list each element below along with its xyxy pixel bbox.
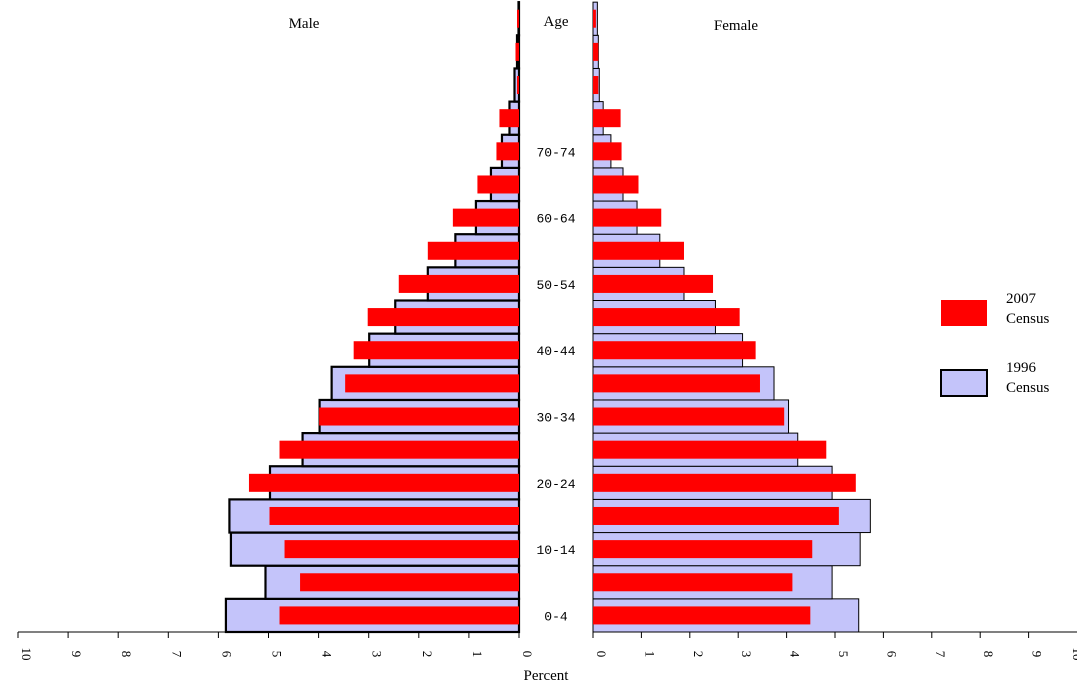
male-tick-label-10: 10 bbox=[19, 648, 34, 661]
female-tick-label-0: 0 bbox=[594, 651, 609, 658]
x-axis-label: Percent bbox=[524, 668, 570, 682]
bar-2007-female-35-39 bbox=[593, 374, 760, 393]
age-label-10-14: 10-14 bbox=[536, 543, 575, 558]
bar-2007-male-20-24 bbox=[248, 473, 519, 492]
female-tick-label-10: 10 bbox=[1070, 648, 1077, 661]
bar-2007-female-20-24 bbox=[593, 473, 856, 492]
male-tick-label-0: 0 bbox=[520, 651, 535, 658]
legend-label-2007-census: Census bbox=[1006, 311, 1050, 327]
bar-2007-female-15-19 bbox=[593, 506, 839, 525]
legend-label-1996-year: 1996 bbox=[1006, 360, 1037, 376]
bar-2007-male-5-9 bbox=[300, 573, 519, 592]
series-1996-bars bbox=[224, 1, 871, 634]
bar-2007-male-65-69 bbox=[477, 175, 519, 194]
bar-2007-female-40-44 bbox=[593, 341, 756, 360]
male-tick-label-6: 6 bbox=[219, 651, 234, 658]
bar-2007-male-70-74 bbox=[496, 142, 519, 161]
bar-2007-male-25-29 bbox=[279, 440, 519, 459]
bar-2007-female-90-94 bbox=[593, 9, 596, 28]
bar-2007-female-25-29 bbox=[593, 440, 827, 459]
bar-2007-female-50-54 bbox=[593, 274, 714, 293]
bar-2007-male-85-89 bbox=[515, 42, 519, 61]
bar-2007-female-85-89 bbox=[593, 42, 599, 61]
bar-2007-male-50-54 bbox=[398, 274, 519, 293]
bar-2007-male-10-14 bbox=[284, 540, 519, 559]
bar-2007-male-75-79 bbox=[499, 109, 519, 128]
bar-2007-female-45-49 bbox=[593, 308, 740, 327]
bar-2007-male-0-4 bbox=[279, 606, 519, 625]
age-label-20-24: 20-24 bbox=[536, 477, 575, 492]
bar-2007-female-5-9 bbox=[593, 573, 793, 592]
male-tick-label-1: 1 bbox=[470, 651, 485, 658]
age-label-30-34: 30-34 bbox=[536, 411, 575, 426]
male-x-ticks: 0 1 2 3 4 5 6 7 8 9 10 bbox=[17, 632, 535, 661]
age-label-0-4: 0-4 bbox=[544, 609, 568, 624]
male-title: Male bbox=[289, 16, 320, 32]
female-tick-label-3: 3 bbox=[739, 651, 754, 658]
age-label-40-44: 40-44 bbox=[536, 344, 575, 359]
axes: 0 1 2 3 4 5 6 7 8 9 10 0 1 2 3 4 5 6 7 8 9 10 bbox=[17, 631, 1077, 661]
bar-2007-male-55-59 bbox=[427, 241, 519, 260]
bar-2007-female-65-69 bbox=[593, 175, 639, 194]
bar-2007-female-0-4 bbox=[593, 606, 811, 625]
legend: 2007 Census 1996 Census bbox=[940, 291, 1050, 397]
age-title: Age bbox=[544, 14, 569, 30]
bar-2007-male-15-19 bbox=[269, 506, 519, 525]
bar-2007-male-90-94 bbox=[516, 9, 519, 28]
female-tick-label-4: 4 bbox=[788, 651, 803, 658]
male-tick-label-7: 7 bbox=[169, 651, 184, 658]
male-tick-label-5: 5 bbox=[270, 651, 285, 658]
female-tick-label-6: 6 bbox=[884, 651, 899, 658]
bar-2007-male-40-44 bbox=[353, 341, 519, 360]
female-tick-label-8: 8 bbox=[981, 651, 996, 658]
male-tick-label-4: 4 bbox=[320, 651, 335, 658]
male-tick-label-8: 8 bbox=[119, 651, 134, 658]
bar-2007-male-80-84 bbox=[516, 76, 519, 95]
bar-2007-male-30-34 bbox=[319, 407, 519, 426]
female-title: Female bbox=[714, 18, 758, 34]
bar-2007-male-35-39 bbox=[345, 374, 519, 393]
bar-2007-female-60-64 bbox=[593, 208, 662, 227]
male-tick-label-3: 3 bbox=[370, 651, 385, 658]
bar-2007-male-45-49 bbox=[367, 308, 519, 327]
female-tick-label-9: 9 bbox=[1030, 651, 1045, 658]
age-label-50-54: 50-54 bbox=[536, 278, 575, 293]
female-x-ticks: 0 1 2 3 4 5 6 7 8 9 10 bbox=[592, 632, 1077, 661]
female-tick-label-1: 1 bbox=[642, 651, 657, 658]
bar-2007-female-75-79 bbox=[593, 109, 621, 128]
bar-2007-female-55-59 bbox=[593, 241, 684, 260]
legend-swatch-2007 bbox=[941, 300, 987, 326]
bar-2007-female-80-84 bbox=[593, 76, 599, 95]
male-tick-label-9: 9 bbox=[69, 651, 84, 658]
legend-label-1996-census: Census bbox=[1006, 380, 1050, 396]
age-label-70-74: 70-74 bbox=[536, 145, 575, 160]
female-tick-label-5: 5 bbox=[836, 651, 851, 658]
bar-2007-male-60-64 bbox=[452, 208, 519, 227]
bar-2007-female-10-14 bbox=[593, 540, 813, 559]
bar-2007-female-30-34 bbox=[593, 407, 785, 426]
series-2007-bars bbox=[248, 9, 856, 625]
legend-swatch-1996 bbox=[940, 369, 988, 397]
bar-2007-female-70-74 bbox=[593, 142, 622, 161]
female-tick-label-2: 2 bbox=[691, 651, 706, 658]
legend-label-2007-year: 2007 bbox=[1006, 291, 1037, 307]
age-label-60-64: 60-64 bbox=[536, 212, 575, 227]
male-tick-label-2: 2 bbox=[420, 651, 435, 658]
female-tick-label-7: 7 bbox=[933, 651, 948, 658]
age-labels: 0-4 10-14 20-24 30-34 40-44 50-54 60-64 70-74 bbox=[536, 145, 575, 624]
